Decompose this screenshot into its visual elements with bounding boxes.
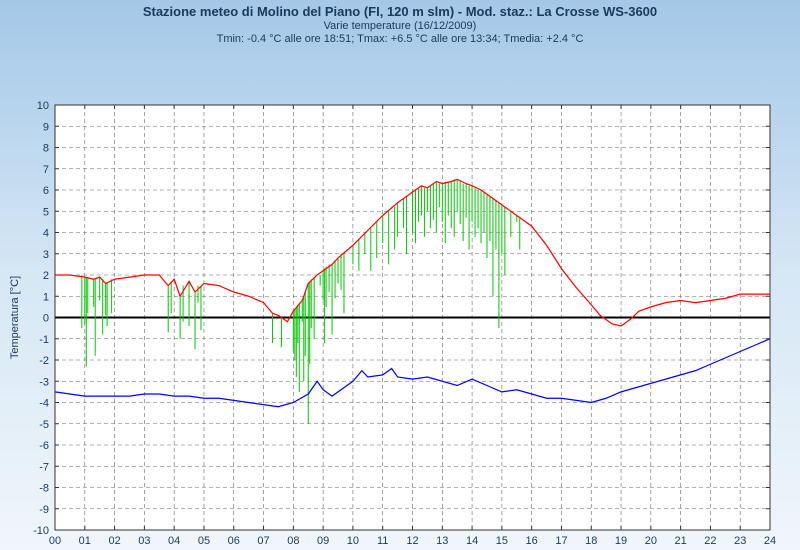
svg-text:21: 21	[675, 535, 687, 545]
svg-text:04: 04	[168, 535, 180, 545]
chart-container: Stazione meteo di Molino del Piano (FI, …	[0, 0, 800, 550]
svg-text:07: 07	[257, 535, 269, 545]
svg-text:10: 10	[347, 535, 359, 545]
svg-text:00: 00	[49, 535, 61, 545]
svg-text:08: 08	[287, 535, 299, 545]
svg-text:23: 23	[734, 535, 746, 545]
svg-text:10: 10	[37, 100, 49, 112]
svg-text:11: 11	[377, 535, 388, 545]
svg-text:-5: -5	[39, 419, 49, 431]
svg-text:-6: -6	[39, 440, 49, 452]
svg-text:9: 9	[43, 121, 49, 133]
svg-text:-1: -1	[39, 334, 49, 346]
svg-text:2: 2	[43, 270, 49, 282]
svg-text:-8: -8	[39, 483, 49, 495]
svg-text:-2: -2	[39, 355, 49, 367]
svg-text:20: 20	[645, 535, 657, 545]
svg-text:16: 16	[526, 535, 538, 545]
svg-text:0: 0	[43, 313, 49, 325]
svg-text:18: 18	[585, 535, 597, 545]
svg-text:-9: -9	[39, 504, 49, 516]
svg-text:6: 6	[43, 185, 49, 197]
svg-text:-10: -10	[33, 525, 49, 537]
chart-stats: Tmin: -0.4 °C alle ore 18:51; Tmax: +6.5…	[0, 33, 800, 45]
svg-text:09: 09	[317, 535, 329, 545]
header-block: Stazione meteo di Molino del Piano (FI, …	[0, 0, 800, 45]
svg-text:15: 15	[496, 535, 508, 545]
svg-text:19: 19	[615, 535, 627, 545]
svg-text:3: 3	[43, 249, 49, 261]
svg-text:Temperatura [°C]: Temperatura [°C]	[9, 276, 21, 359]
svg-text:5: 5	[43, 206, 49, 218]
svg-text:-4: -4	[39, 398, 49, 410]
svg-text:13: 13	[436, 535, 448, 545]
svg-text:1: 1	[43, 291, 49, 303]
svg-text:14: 14	[466, 535, 478, 545]
svg-text:05: 05	[198, 535, 210, 545]
svg-text:8: 8	[43, 143, 49, 155]
chart-subtitle: Varie temperature (16/12/2009)	[0, 20, 800, 32]
svg-text:06: 06	[228, 535, 240, 545]
svg-text:03: 03	[138, 535, 150, 545]
svg-text:24: 24	[764, 535, 776, 545]
svg-text:7: 7	[43, 164, 49, 176]
svg-text:12: 12	[406, 535, 418, 545]
svg-text:01: 01	[79, 535, 91, 545]
svg-text:-7: -7	[39, 461, 49, 473]
svg-text:-3: -3	[39, 376, 49, 388]
svg-text:22: 22	[704, 535, 716, 545]
chart-svg: -10-9-8-7-6-5-4-3-2-10123456789100001020…	[0, 45, 800, 545]
svg-text:4: 4	[43, 228, 49, 240]
chart-title: Stazione meteo di Molino del Piano (FI, …	[0, 4, 800, 19]
svg-text:17: 17	[555, 535, 567, 545]
svg-text:02: 02	[108, 535, 120, 545]
